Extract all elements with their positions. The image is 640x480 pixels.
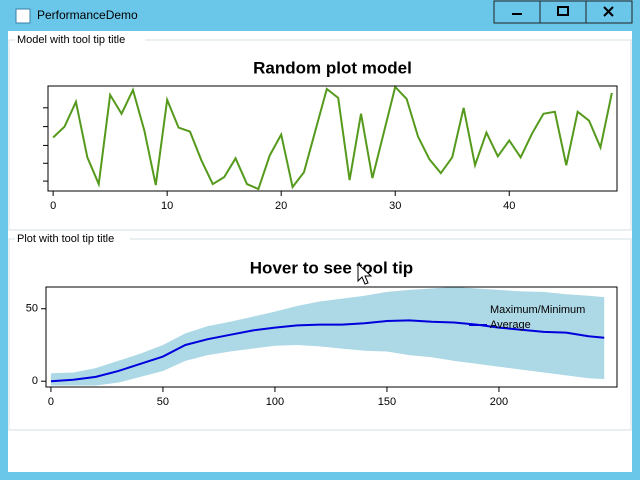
mouse-cursor (357, 262, 373, 285)
x-tick-label: 10 (161, 200, 173, 212)
client-area (8, 31, 632, 472)
x-tick-label: 0 (48, 396, 54, 408)
legend-label: Average (490, 319, 531, 331)
group-header: Plot with tool tip title (17, 233, 114, 245)
close-button[interactable] (585, 0, 633, 24)
chart-title: Random plot model (253, 58, 412, 77)
group-box (8, 39, 632, 231)
x-tick-label: 100 (266, 396, 284, 408)
plot-frame (45, 286, 618, 388)
x-tick-label: 150 (378, 396, 396, 408)
legend-label: Maximum/Minimum (490, 304, 585, 316)
window-title: PerformanceDemo (37, 8, 138, 22)
app-icon (15, 8, 31, 24)
plot-frame (47, 85, 618, 192)
x-tick-label: 0 (50, 200, 56, 212)
chart-title: Hover to see tool tip (250, 258, 413, 277)
charts: Random plot model 0 10 20 30 40 Hover to see t… (26, 58, 618, 408)
range-area (50, 287, 605, 386)
group-box (8, 238, 632, 431)
x-tick-label: 20 (275, 200, 287, 212)
y-tick-label: 50 (26, 303, 38, 315)
data-line (50, 319, 605, 383)
y-tick-label: 0 (32, 375, 38, 387)
x-tick-label: 200 (490, 396, 508, 408)
data-line (52, 84, 613, 191)
group-header-bg (15, 233, 130, 245)
x-tick-label: 50 (157, 396, 169, 408)
group-header: Model with tool tip title (17, 34, 125, 46)
group-header-bg (15, 34, 145, 46)
x-tick-label: 40 (503, 200, 515, 212)
x-tick-label: 30 (389, 200, 401, 212)
